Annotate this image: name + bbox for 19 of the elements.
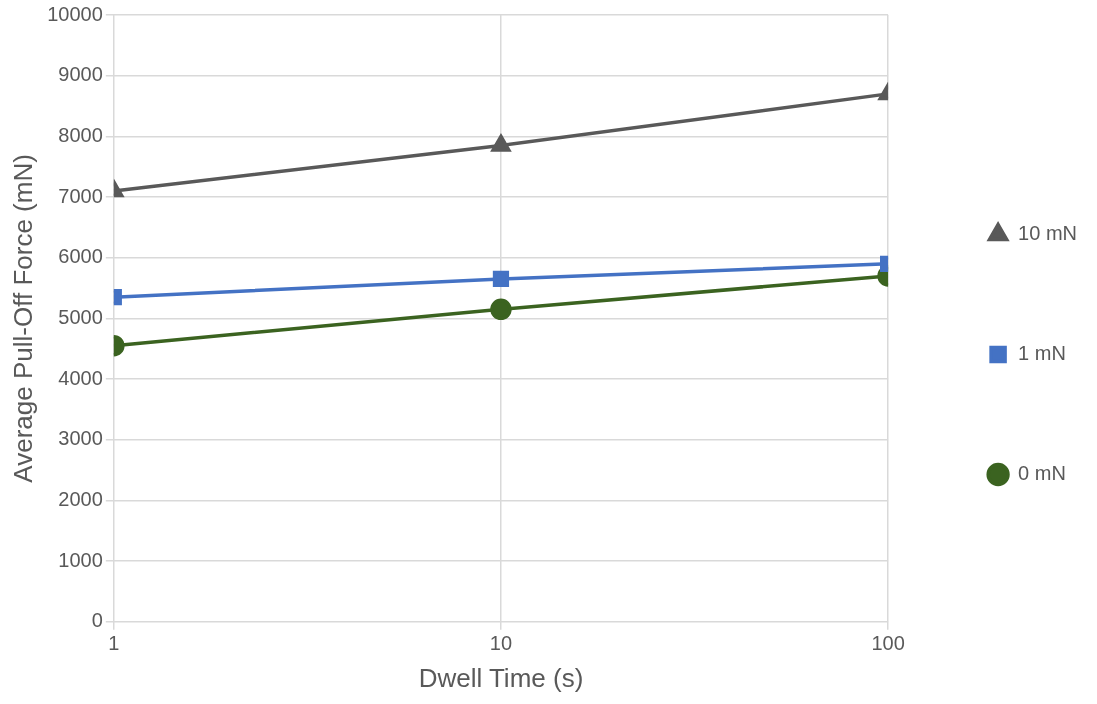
y-tick-label: 3000 bbox=[58, 427, 103, 450]
x-tick-label: 1 bbox=[108, 632, 120, 655]
y-tick-label: 2000 bbox=[58, 487, 103, 510]
y-tick-label: 4000 bbox=[58, 366, 103, 389]
x-axis-title: Dwell Time (s) bbox=[418, 662, 584, 693]
y-tick-label: 5000 bbox=[58, 305, 103, 328]
y-axis-title: Average Pull-Off Force (mN) bbox=[7, 154, 38, 483]
y-tick-label: 9000 bbox=[58, 63, 103, 86]
y-tick-label: 8000 bbox=[58, 123, 103, 146]
x-tick-label: 10 bbox=[489, 632, 513, 655]
legend-label: 10 mN bbox=[1018, 222, 1077, 245]
x-tick-label: 100 bbox=[871, 632, 905, 655]
y-tick-label: 1000 bbox=[58, 548, 103, 571]
y-tick-label: 7000 bbox=[58, 184, 103, 207]
legend-label: 0 mN bbox=[1018, 462, 1066, 485]
y-tick-label: 6000 bbox=[58, 245, 103, 268]
y-tick-label: 0 bbox=[91, 609, 103, 632]
legend-label: 1 mN bbox=[1018, 342, 1066, 365]
y-tick-label: 10000 bbox=[47, 2, 103, 25]
